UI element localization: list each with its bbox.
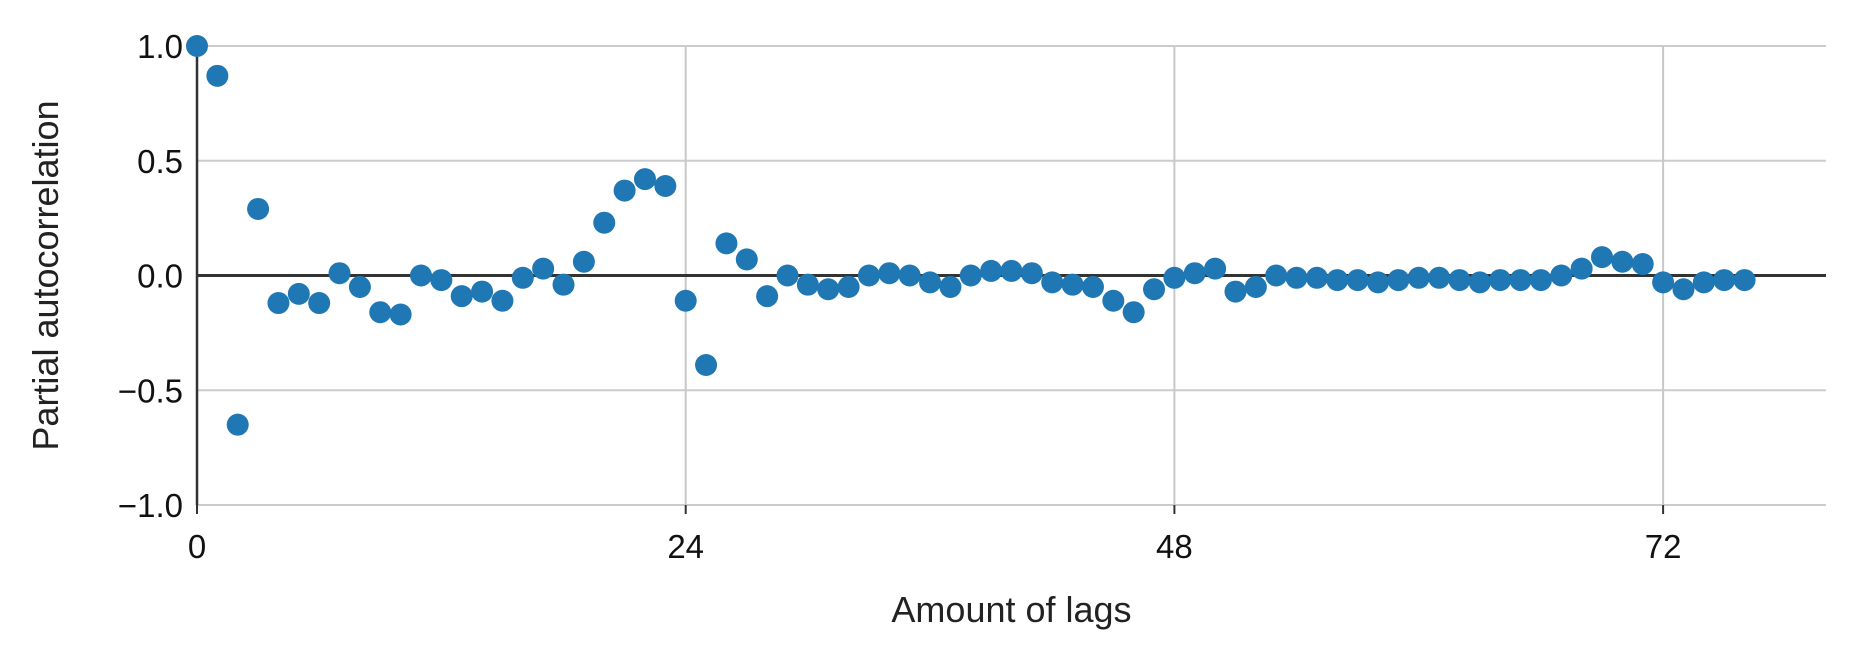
data-point xyxy=(735,248,758,271)
data-point xyxy=(878,262,901,285)
data-point xyxy=(1041,271,1064,294)
data-point xyxy=(348,275,371,298)
data-point xyxy=(1305,266,1328,289)
data-point xyxy=(1387,269,1410,292)
x-tick-label: 24 xyxy=(667,528,704,565)
x-tick-label: 72 xyxy=(1645,528,1682,565)
data-point xyxy=(1265,264,1288,287)
y-tick-label: −1.0 xyxy=(118,487,183,524)
data-point xyxy=(409,264,432,287)
data-point xyxy=(572,250,595,273)
data-point xyxy=(919,271,942,294)
data-points xyxy=(186,35,1756,436)
data-point xyxy=(226,413,249,436)
data-point xyxy=(939,275,962,298)
data-point xyxy=(1489,269,1512,292)
data-point xyxy=(1468,271,1491,294)
tick-labels: 1.0 0.5 0.0 −0.5 −1.00 24 48 72 xyxy=(118,28,1682,565)
y-tick-label: 1.0 xyxy=(137,28,183,65)
data-point xyxy=(796,273,819,296)
data-point xyxy=(247,197,270,220)
data-point xyxy=(1122,301,1145,324)
data-point xyxy=(389,303,412,326)
data-point xyxy=(1061,273,1084,296)
data-point xyxy=(267,292,290,315)
data-point xyxy=(715,232,738,255)
data-point xyxy=(1428,266,1451,289)
data-point xyxy=(186,35,208,57)
data-point xyxy=(450,285,473,308)
data-point xyxy=(1692,271,1715,294)
data-point xyxy=(980,259,1003,282)
data-point xyxy=(1611,250,1634,273)
data-point xyxy=(471,280,494,303)
data-point xyxy=(328,262,351,285)
data-point xyxy=(1244,275,1267,298)
data-point xyxy=(1367,271,1390,294)
y-tick-label: 0.5 xyxy=(137,143,183,180)
data-point xyxy=(1713,269,1736,292)
data-point xyxy=(430,269,453,292)
data-point xyxy=(674,289,697,312)
data-point xyxy=(959,264,982,287)
data-point xyxy=(308,292,331,315)
data-point xyxy=(206,64,229,87)
data-point xyxy=(1326,269,1349,292)
data-point xyxy=(857,264,880,287)
data-point xyxy=(593,211,616,234)
data-point xyxy=(491,289,514,312)
y-axis-title: Partial autocorrelation xyxy=(25,100,66,450)
data-point xyxy=(1285,266,1308,289)
data-point xyxy=(1529,269,1552,292)
data-point xyxy=(898,264,921,287)
data-point xyxy=(1000,259,1023,282)
data-point xyxy=(369,301,392,324)
data-point xyxy=(1183,262,1206,285)
data-point xyxy=(837,275,860,298)
data-point xyxy=(1672,278,1695,301)
data-point xyxy=(287,282,310,305)
data-point xyxy=(1346,269,1369,292)
data-point xyxy=(1143,278,1166,301)
data-point xyxy=(1224,280,1247,303)
data-point xyxy=(1081,275,1104,298)
data-point xyxy=(552,273,575,296)
data-point xyxy=(1570,257,1593,280)
data-point xyxy=(756,285,779,308)
data-point xyxy=(1407,266,1430,289)
data-point xyxy=(633,168,656,191)
data-point xyxy=(1591,246,1614,269)
data-point xyxy=(1550,264,1573,287)
x-tick-label: 0 xyxy=(188,528,206,565)
data-point xyxy=(511,266,534,289)
data-point xyxy=(532,257,555,280)
y-tick-label: 0.0 xyxy=(137,258,183,295)
data-point xyxy=(1020,262,1043,285)
data-point xyxy=(1102,289,1125,312)
data-point xyxy=(1631,253,1654,276)
data-point xyxy=(1448,269,1471,292)
y-tick-label: −0.5 xyxy=(118,372,183,409)
data-point xyxy=(817,278,840,301)
data-point xyxy=(1509,269,1532,292)
data-point xyxy=(1204,257,1227,280)
data-point xyxy=(695,354,718,377)
data-point xyxy=(1733,269,1756,292)
data-point xyxy=(1652,271,1675,294)
x-tick-label: 48 xyxy=(1156,528,1193,565)
data-point xyxy=(776,264,799,287)
x-axis-title: Amount of lags xyxy=(891,589,1131,630)
data-point xyxy=(654,174,677,197)
data-point xyxy=(1163,266,1186,289)
data-point xyxy=(613,179,636,202)
